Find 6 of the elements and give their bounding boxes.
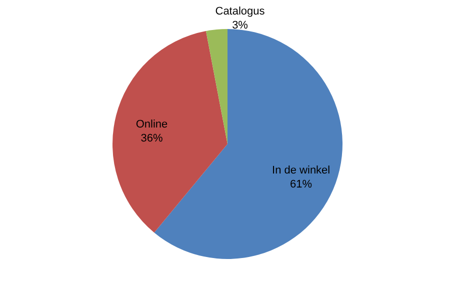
slice-label: Online (136, 118, 168, 131)
data-label: 36% (140, 132, 163, 145)
slice-label: In de winkel (272, 164, 330, 176)
data-label: 3% (232, 20, 248, 32)
data-label: 61% (290, 178, 312, 190)
slice-label: Catalogus (215, 6, 266, 18)
